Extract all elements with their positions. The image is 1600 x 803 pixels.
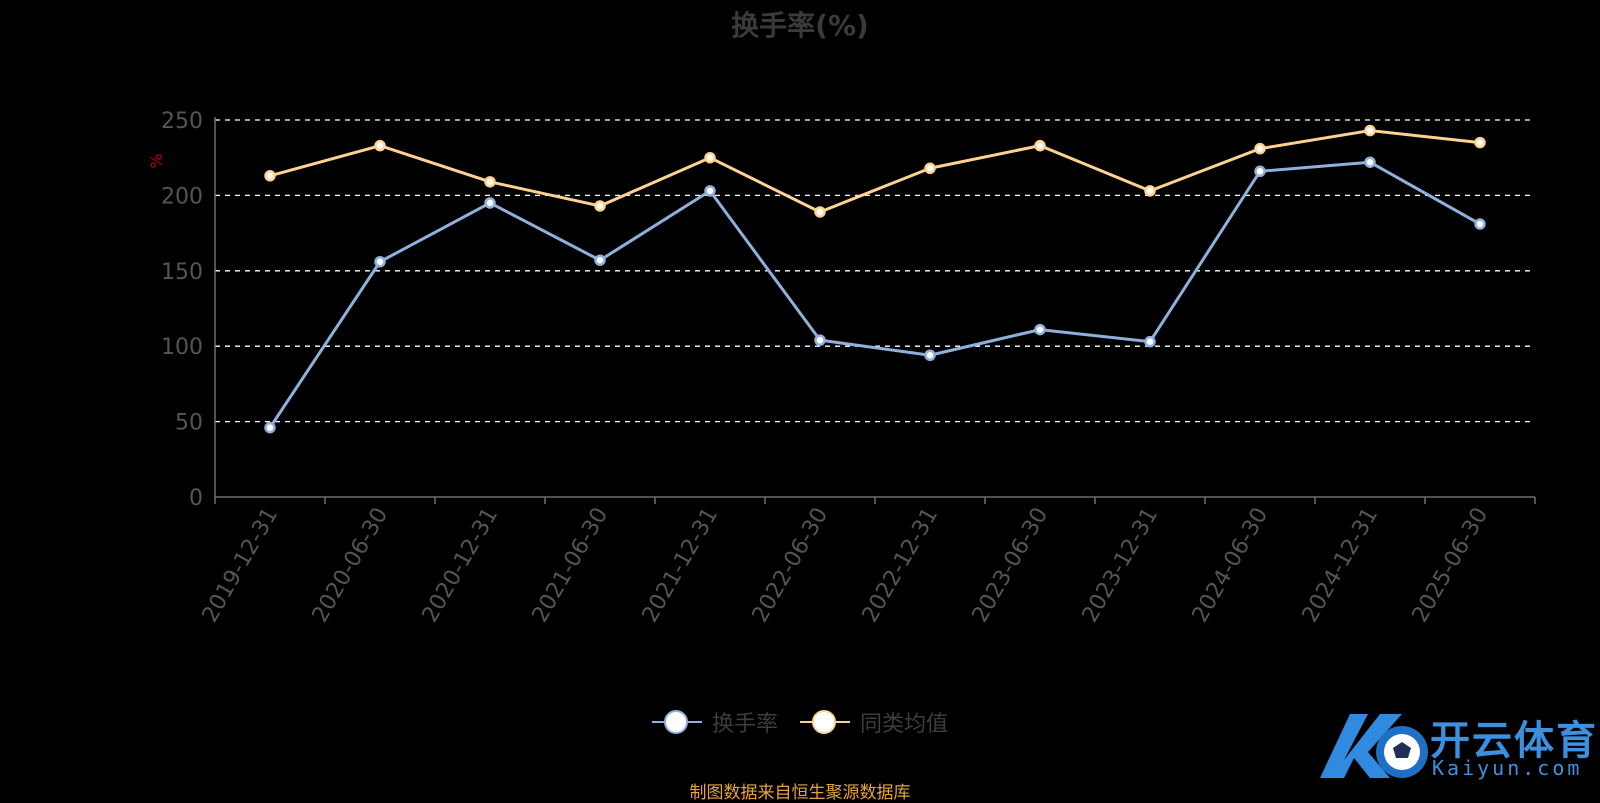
x-tick-label: 2023-12-31: [1078, 504, 1164, 627]
data-point-peer-average: [264, 170, 276, 182]
x-tick-label: 2025-06-30: [1408, 504, 1494, 627]
data-point-peer-average: [1144, 185, 1156, 197]
brand-logo-icon: [1320, 714, 1428, 778]
data-point-turnover: [1034, 323, 1046, 336]
data-point-turnover: [814, 334, 826, 346]
legend-swatch-turnover: [651, 709, 702, 735]
legend: 换手率 同类均值: [0, 706, 1600, 738]
x-tick-label: 2019-12-31: [198, 504, 284, 627]
tick-labels: 0 50 100 150 200 250% 2019-12-31 2020-06-30 2020…: [147, 109, 1493, 627]
x-tick-label: 2022-06-30: [748, 504, 834, 627]
data-point-turnover: [594, 254, 606, 266]
legend-item-turnover[interactable]: 换手率: [651, 706, 778, 738]
legend-label-turnover: 换手率: [711, 712, 778, 737]
data-point-peer-average: [594, 200, 606, 212]
series-line-turnover: [268, 160, 1481, 429]
series-lines: [264, 124, 1486, 434]
y-tick-label: 200: [161, 184, 203, 209]
x-tick-label: 2021-12-31: [638, 504, 724, 627]
data-point-peer-average: [484, 176, 496, 188]
y-axis-unit: %: [147, 153, 166, 168]
brand-domain: Kaiyun.com: [1432, 756, 1583, 780]
data-point-peer-average: [1364, 124, 1376, 137]
axes: [214, 117, 1536, 504]
data-point-peer-average: [374, 139, 386, 152]
y-tick-label: 100: [161, 335, 203, 360]
data-point-peer-average: [814, 206, 826, 218]
y-tick-label: 0: [189, 486, 203, 511]
x-tick-label: 2022-12-31: [858, 504, 944, 627]
x-tick-label: 2020-06-30: [308, 504, 394, 627]
x-tick-label: 2024-06-30: [1188, 504, 1274, 627]
data-point-peer-average: [1034, 139, 1046, 152]
data-point-turnover: [484, 197, 496, 209]
data-point-turnover: [704, 185, 716, 197]
data-point-turnover: [1364, 156, 1376, 168]
legend-item-peer-average[interactable]: 同类均值: [800, 706, 948, 738]
x-tick-label: 2024-12-31: [1298, 504, 1384, 627]
y-tick-label: 150: [161, 260, 203, 285]
data-point-turnover: [374, 256, 386, 268]
data-point-peer-average: [924, 162, 936, 175]
x-tick-label: 2020-12-31: [418, 504, 504, 627]
legend-swatch-peer-average: [800, 709, 850, 735]
data-point-peer-average: [1254, 142, 1266, 155]
x-tick-label: 2021-06-30: [528, 504, 614, 627]
chart-title: 换手率(%): [731, 9, 869, 42]
x-tick-label: 2023-06-30: [968, 504, 1054, 627]
y-tick-label: 50: [175, 411, 203, 436]
legend-label-peer-average: 同类均值: [860, 712, 949, 737]
brand-name: 开云体育: [1430, 718, 1598, 764]
data-point-turnover: [1474, 218, 1486, 230]
data-point-peer-average: [704, 151, 716, 164]
data-point-turnover: [264, 421, 276, 434]
data-point-turnover: [1254, 165, 1266, 178]
data-point-peer-average: [1474, 136, 1486, 149]
source-note: 制图数据来自恒生聚源数据库: [689, 783, 911, 803]
y-tick-label: 250: [161, 109, 203, 134]
series-line-peer-average: [269, 129, 1481, 214]
data-point-turnover: [1144, 335, 1156, 348]
data-point-turnover: [924, 349, 936, 361]
